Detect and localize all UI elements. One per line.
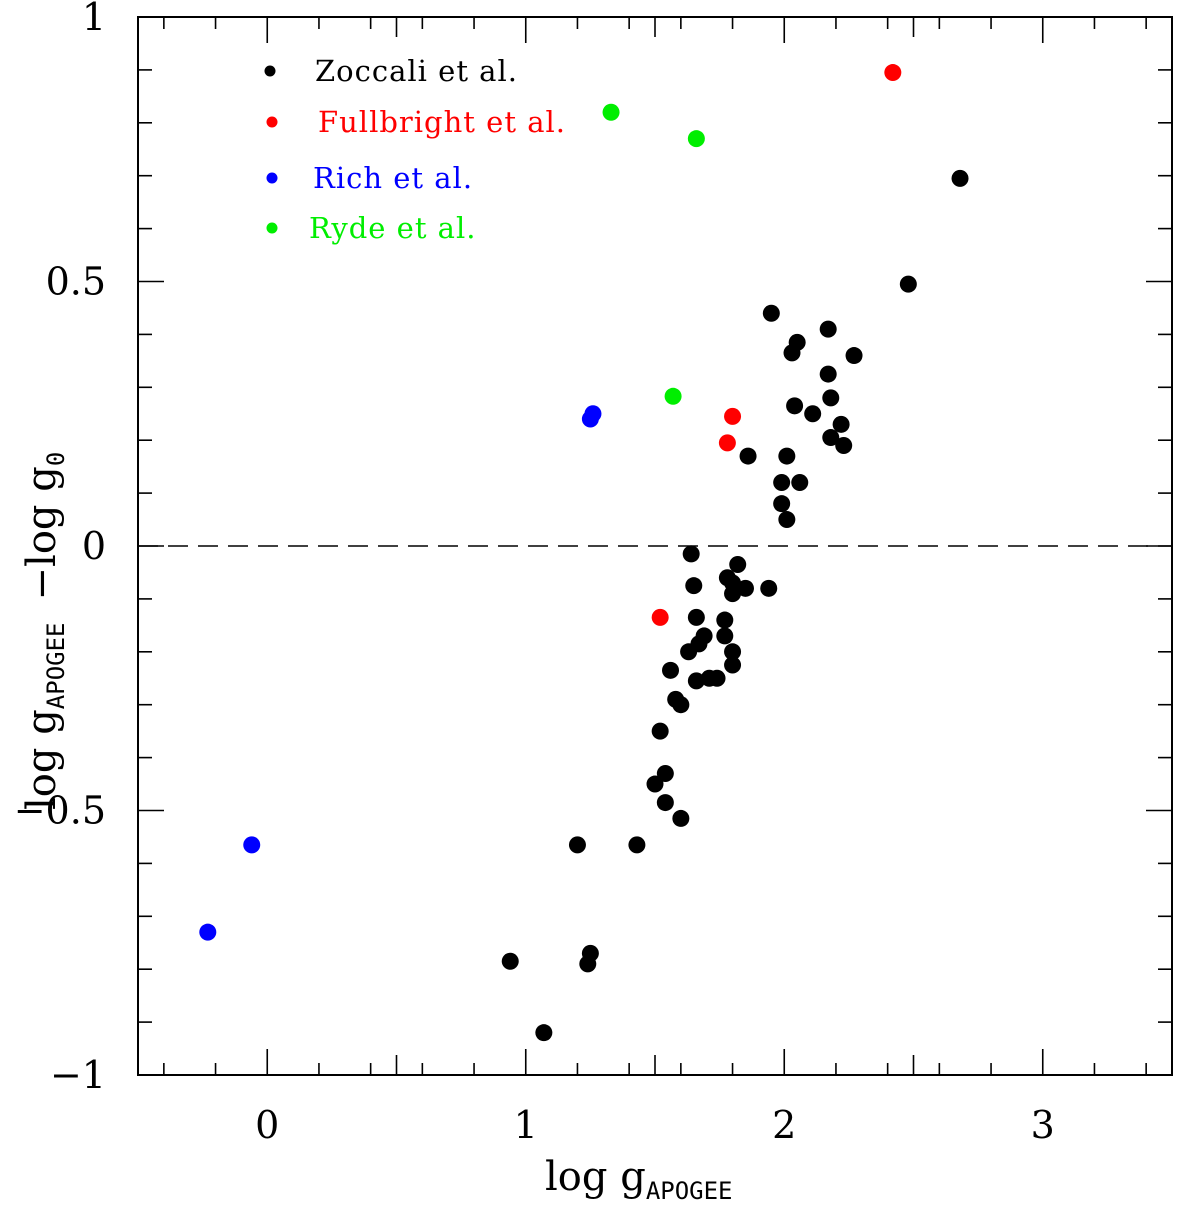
data-point-zoccali — [822, 429, 840, 447]
data-point-zoccali — [568, 836, 586, 854]
data-point-zoccali — [786, 397, 804, 415]
x-axis-label-sub: APOGEE — [646, 1177, 733, 1205]
data-point-zoccali — [729, 556, 747, 574]
data-point-ryde — [664, 387, 682, 405]
data-point-zoccali — [716, 627, 734, 645]
data-point-ryde — [602, 103, 620, 121]
legend-label: Fullbright et al. — [318, 105, 566, 139]
data-point-zoccali — [724, 656, 742, 674]
legend-label: Ryde et al. — [309, 211, 476, 245]
data-point-zoccali — [762, 304, 780, 322]
x-tick-label: 0 — [255, 1103, 279, 1147]
data-point-zoccali — [724, 585, 742, 603]
data-point-zoccali — [628, 836, 646, 854]
data-point-zoccali — [687, 672, 705, 690]
data-point-zoccali — [783, 344, 801, 362]
data-point-zoccali — [662, 661, 680, 679]
data-point-zoccali — [778, 447, 796, 465]
x-axis-label: log gAPOGEE — [545, 1154, 733, 1205]
data-point-zoccali — [791, 474, 809, 492]
data-point-zoccali — [778, 511, 796, 529]
y-tick-label: 0 — [82, 524, 106, 568]
data-point-zoccali — [899, 275, 917, 293]
data-point-zoccali — [708, 669, 726, 687]
data-point-zoccali — [646, 775, 664, 793]
y-tick-label: −0.5 — [14, 789, 106, 833]
data-point-zoccali — [651, 722, 669, 740]
data-points — [199, 64, 969, 1042]
legend-marker — [266, 172, 278, 184]
data-point-zoccali — [819, 365, 837, 383]
data-point-zoccali — [656, 764, 674, 782]
data-point-zoccali — [501, 952, 519, 970]
axis-ticks — [137, 16, 1173, 1076]
data-point-ryde — [687, 130, 705, 148]
data-point-zoccali — [835, 436, 853, 454]
data-point-rich — [581, 410, 599, 428]
data-point-zoccali — [822, 389, 840, 407]
y-axis-label: log gAPOGEE −log g0 — [19, 452, 70, 810]
data-point-zoccali — [687, 608, 705, 626]
data-point-fullbright — [884, 64, 902, 82]
data-point-zoccali — [739, 447, 757, 465]
data-point-fullbright — [724, 407, 742, 425]
legend-marker — [266, 222, 278, 234]
x-tick-label: 3 — [1031, 1103, 1055, 1147]
y-axis-label-part3: −log g — [19, 466, 65, 600]
data-point-zoccali — [672, 696, 690, 714]
data-point-zoccali — [682, 545, 700, 563]
data-point-zoccali — [716, 611, 734, 629]
data-point-rich — [243, 836, 261, 854]
data-point-zoccali — [680, 643, 698, 661]
y-axis-label-part1: log g — [19, 709, 65, 810]
x-axis-label-main: log g — [545, 1154, 646, 1200]
data-point-zoccali — [845, 347, 863, 365]
y-tick-label: −1 — [50, 1053, 106, 1097]
data-point-zoccali — [832, 415, 850, 433]
legend-label: Rich et al. — [313, 161, 473, 195]
data-point-zoccali — [819, 320, 837, 338]
data-point-fullbright — [718, 434, 736, 452]
data-point-zoccali — [773, 495, 791, 513]
data-point-zoccali — [656, 794, 674, 812]
plot-frame — [137, 16, 1173, 1076]
data-point-rich — [199, 923, 217, 941]
legend-marker — [266, 116, 278, 128]
data-point-zoccali — [535, 1024, 553, 1042]
legend-label: Zoccali et al. — [315, 54, 518, 88]
data-point-fullbright — [651, 608, 669, 626]
data-point-zoccali — [736, 579, 754, 597]
data-point-zoccali — [724, 643, 742, 661]
legend: Zoccali et al. Fullbright et al. Rich et a… — [264, 54, 566, 245]
data-point-zoccali — [579, 955, 597, 973]
y-axis-label-part4: 0 — [42, 452, 70, 466]
y-tick-label: 1 — [82, 0, 106, 39]
data-point-zoccali — [672, 809, 690, 827]
x-tick-label: 1 — [514, 1103, 538, 1147]
data-point-zoccali — [804, 405, 822, 423]
data-point-zoccali — [685, 577, 703, 595]
y-tick-label: 0.5 — [46, 260, 106, 304]
data-point-zoccali — [773, 474, 791, 492]
y-axis-label-part2: APOGEE — [42, 622, 70, 709]
tick-labels: 0 1 2 3 −1 −0.5 0 0.5 1 — [14, 0, 1055, 1147]
x-tick-label: 2 — [772, 1103, 796, 1147]
data-point-zoccali — [951, 169, 969, 187]
data-point-zoccali — [760, 579, 778, 597]
legend-marker — [264, 65, 276, 77]
